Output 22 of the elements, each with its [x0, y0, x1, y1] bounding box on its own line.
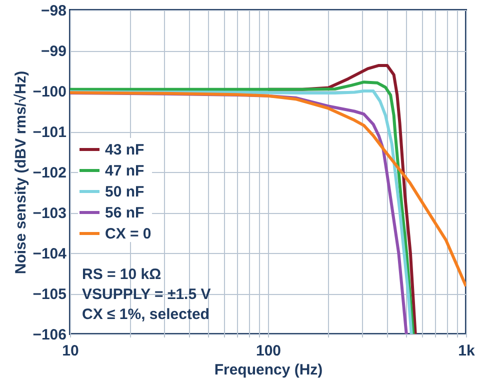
y-tick-label: −101	[32, 124, 66, 141]
x-tick-label: 10	[62, 342, 79, 360]
legend-label: 56 nF	[105, 204, 144, 222]
legend-label: CX = 0	[105, 226, 152, 242]
x-tick-label: 100	[256, 342, 282, 360]
y-tick-label: −104	[32, 246, 68, 262]
y-tick-label: −100	[32, 84, 66, 100]
y-tick-label: −98	[41, 2, 66, 20]
y-tick-label: −99	[41, 43, 66, 60]
x-tick-label: 1k	[458, 342, 476, 360]
legend-label: 43 nF	[105, 142, 144, 158]
y-axis-title: Noise sensity (dBV rms/√Hz)	[12, 70, 30, 274]
annotation: CX ≤ 1%, selected	[82, 306, 210, 323]
x-axis-title: Frequency (Hz)	[214, 362, 323, 378]
annotation: RS = 10 kΩ	[82, 266, 162, 283]
annotation: VSUPPLY = ±1.5 V	[82, 286, 211, 303]
legend-label: 47 nF	[105, 162, 144, 180]
y-tick-label: −106	[32, 326, 66, 344]
y-tick-label: −102	[32, 164, 66, 182]
y-tick-label: −103	[32, 205, 66, 222]
legend-label: 50 nF	[105, 184, 144, 200]
y-tick-label: −105	[32, 286, 66, 303]
